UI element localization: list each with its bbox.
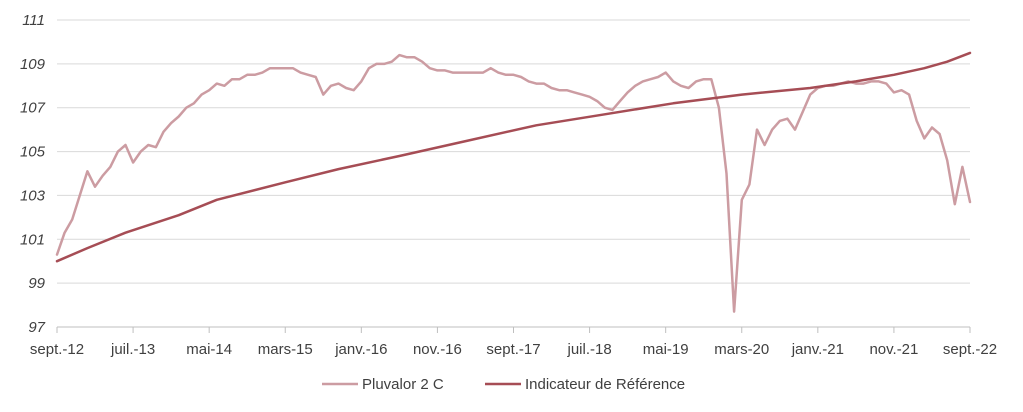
x-tick-label: mai-19: [643, 341, 689, 358]
x-tick-label: sept.-12: [30, 341, 84, 358]
y-tick-label: 109: [20, 56, 46, 73]
grid-lines: [57, 19, 970, 284]
y-tick-label: 107: [20, 100, 46, 117]
x-tick-label: mars-15: [258, 341, 313, 358]
y-tick-label: 111: [22, 12, 45, 29]
series-line-indicateur-reference: [55, 51, 972, 263]
y-axis-tick-labels: 97 99 101 103 105 107 109 111: [20, 12, 46, 336]
x-tick-label: nov.-21: [869, 341, 918, 358]
legend-label: Indicateur de Référence: [525, 376, 685, 393]
x-axis-ticks: sept.-12 juil.-13 mai-14 mars-15 janv.-16 nov…: [30, 327, 997, 358]
x-tick-label: mars-20: [714, 341, 769, 358]
x-tick-label: sept.-17: [486, 341, 540, 358]
y-tick-label: 99: [28, 275, 45, 292]
y-tick-label: 97: [28, 319, 45, 336]
legend-item-pluvalor-2c[interactable]: Pluvalor 2 C: [322, 376, 444, 393]
legend-label: Pluvalor 2 C: [362, 376, 444, 393]
x-tick-label: janv.-21: [791, 341, 844, 358]
x-tick-label: juil.-13: [110, 341, 155, 358]
x-tick-label: juil.-18: [566, 341, 611, 358]
x-tick-label: nov.-16: [413, 341, 462, 358]
y-tick-label: 103: [20, 187, 46, 204]
y-tick-label: 101: [20, 231, 45, 248]
series-line-pluvalor-2c: [55, 53, 972, 313]
legend[interactable]: Pluvalor 2 C Indicateur de Référence: [322, 376, 685, 393]
x-tick-label: janv.-16: [334, 341, 387, 358]
x-tick-label: sept.-22: [943, 341, 997, 358]
legend-item-indicateur-reference[interactable]: Indicateur de Référence: [485, 376, 685, 393]
y-tick-label: 105: [20, 144, 46, 161]
x-tick-label: mai-14: [186, 341, 232, 358]
series-lines: [55, 51, 972, 313]
